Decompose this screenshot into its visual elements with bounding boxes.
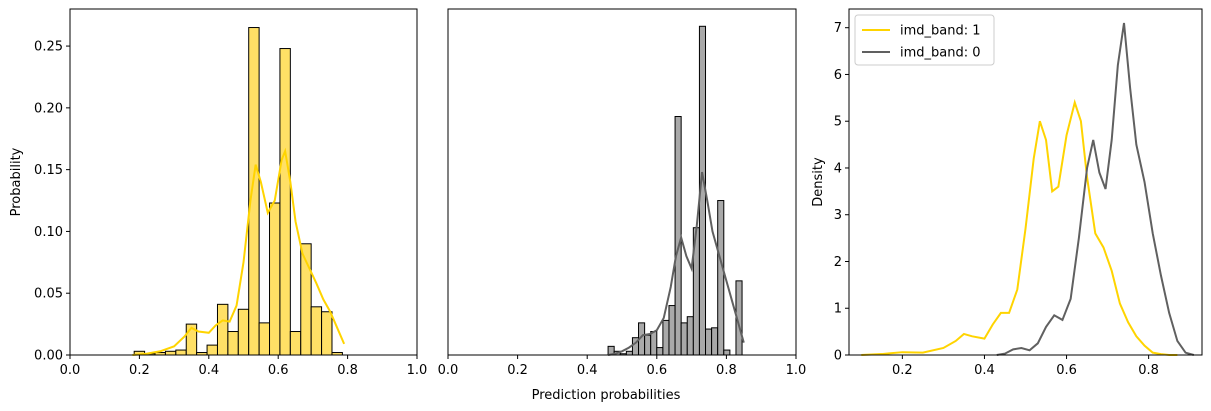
kde-line	[132, 147, 346, 356]
y-axis-label: Probability	[9, 147, 24, 216]
x-tick-label: 0.0	[60, 363, 81, 378]
histogram-bar	[164, 350, 177, 356]
y-tick-label: 0	[834, 349, 842, 364]
y-tick-label: 0.15	[34, 163, 63, 178]
x-ticks: 0.0 0.2 0.4 0.6 0.8 1.0	[60, 355, 428, 378]
x-tick-label: 0.2	[892, 363, 913, 378]
bars	[607, 25, 743, 356]
y-tick-label: 7	[834, 21, 842, 36]
x-tick-label: 1.0	[786, 363, 807, 378]
histogram-bar	[662, 319, 670, 356]
y-tick-label: 0.25	[34, 40, 63, 55]
density-lines	[861, 22, 1195, 356]
legend: imd_band: 1 imd_band: 0	[854, 14, 995, 66]
histogram-bar	[321, 311, 333, 356]
histogram-bar	[680, 322, 688, 356]
x-tick-label: 0.4	[974, 363, 995, 378]
histogram-bar	[674, 116, 682, 356]
x-tick-label: 1.0	[407, 363, 428, 378]
x-ticks: 0.2 0.4 0.6 0.8	[892, 355, 1159, 378]
histogram-bar	[227, 331, 239, 356]
x-tick-label: 0.4	[198, 363, 219, 378]
kde-line	[607, 171, 745, 356]
axes-frame	[848, 8, 1203, 356]
histogram-bar	[216, 303, 229, 356]
histogram-bar	[237, 308, 250, 356]
x-tick-label: 0.0	[438, 363, 459, 378]
histogram-bar	[206, 344, 218, 356]
histogram-bar	[279, 48, 291, 356]
histogram-bar	[625, 350, 633, 356]
y-tick-label: 4	[834, 161, 842, 176]
histogram-bar	[310, 306, 323, 356]
histogram-panel-band-1: 0.0 0.2 0.4 0.6 0.8 1.0 0.000.050.100.150.200…	[9, 8, 428, 378]
y-tick-label: 3	[834, 208, 842, 223]
histogram-panel-band-0: 0.0 0.2 0.4 0.6 0.8 1.0	[438, 8, 807, 378]
histogram-bar	[656, 347, 664, 356]
shared-x-axis-label: Prediction probabilities	[532, 388, 681, 403]
histogram-bar	[711, 327, 719, 356]
histogram-bar	[686, 316, 694, 356]
density-line	[996, 22, 1195, 356]
axes-frame	[447, 8, 797, 356]
y-ticks: 0.00 0.05 0.10 0.15 0.20 0.25	[34, 40, 70, 364]
x-tick-label: 0.6	[268, 363, 289, 378]
y-tick-label: 0.00	[34, 349, 63, 364]
histogram-bar	[269, 202, 281, 356]
axes-frame	[69, 8, 418, 356]
y-tick-label: 1	[834, 302, 842, 317]
x-ticks: 0.0 0.2 0.4 0.6 0.8 1.0	[438, 355, 807, 378]
x-tick-label: 0.8	[716, 363, 737, 378]
x-tick-label: 0.6	[1056, 363, 1077, 378]
histogram-bar	[650, 331, 658, 356]
x-tick-label: 0.4	[577, 363, 598, 378]
legend-label: imd_band: 0	[900, 46, 981, 61]
legend-label: imd_band: 1	[900, 24, 981, 39]
y-tick-label: 0.05	[34, 287, 63, 302]
y-ticks: 0 1 2 3 4 5 6 7	[834, 21, 849, 364]
x-tick-label: 0.8	[337, 363, 358, 378]
y-tick-label: 0.20	[34, 101, 63, 116]
density-panel: 0.2 0.4 0.6 0.8 0 1 2 3 4 5 6 7 Density imd_band: …	[811, 8, 1203, 378]
histogram-bar	[644, 334, 652, 356]
y-axis-label: Density	[811, 157, 826, 207]
x-tick-label: 0.2	[507, 363, 528, 378]
x-tick-label: 0.8	[1138, 363, 1159, 378]
histogram-bar	[723, 349, 731, 356]
bars	[133, 27, 343, 356]
histogram-bar	[668, 305, 676, 356]
y-tick-label: 6	[834, 68, 842, 83]
y-tick-label: 5	[834, 115, 842, 130]
y-tick-label: 0.10	[34, 225, 63, 240]
x-tick-label: 0.6	[646, 363, 667, 378]
density-line	[861, 98, 1178, 356]
histogram-bar	[248, 27, 260, 356]
x-tick-label: 0.2	[129, 363, 150, 378]
histogram-bar	[175, 349, 187, 356]
histogram-bar	[705, 328, 713, 356]
histogram-bar	[289, 331, 302, 356]
histogram-bar	[258, 322, 271, 356]
y-tick-label: 2	[834, 255, 842, 270]
histogram-bar	[717, 200, 725, 356]
